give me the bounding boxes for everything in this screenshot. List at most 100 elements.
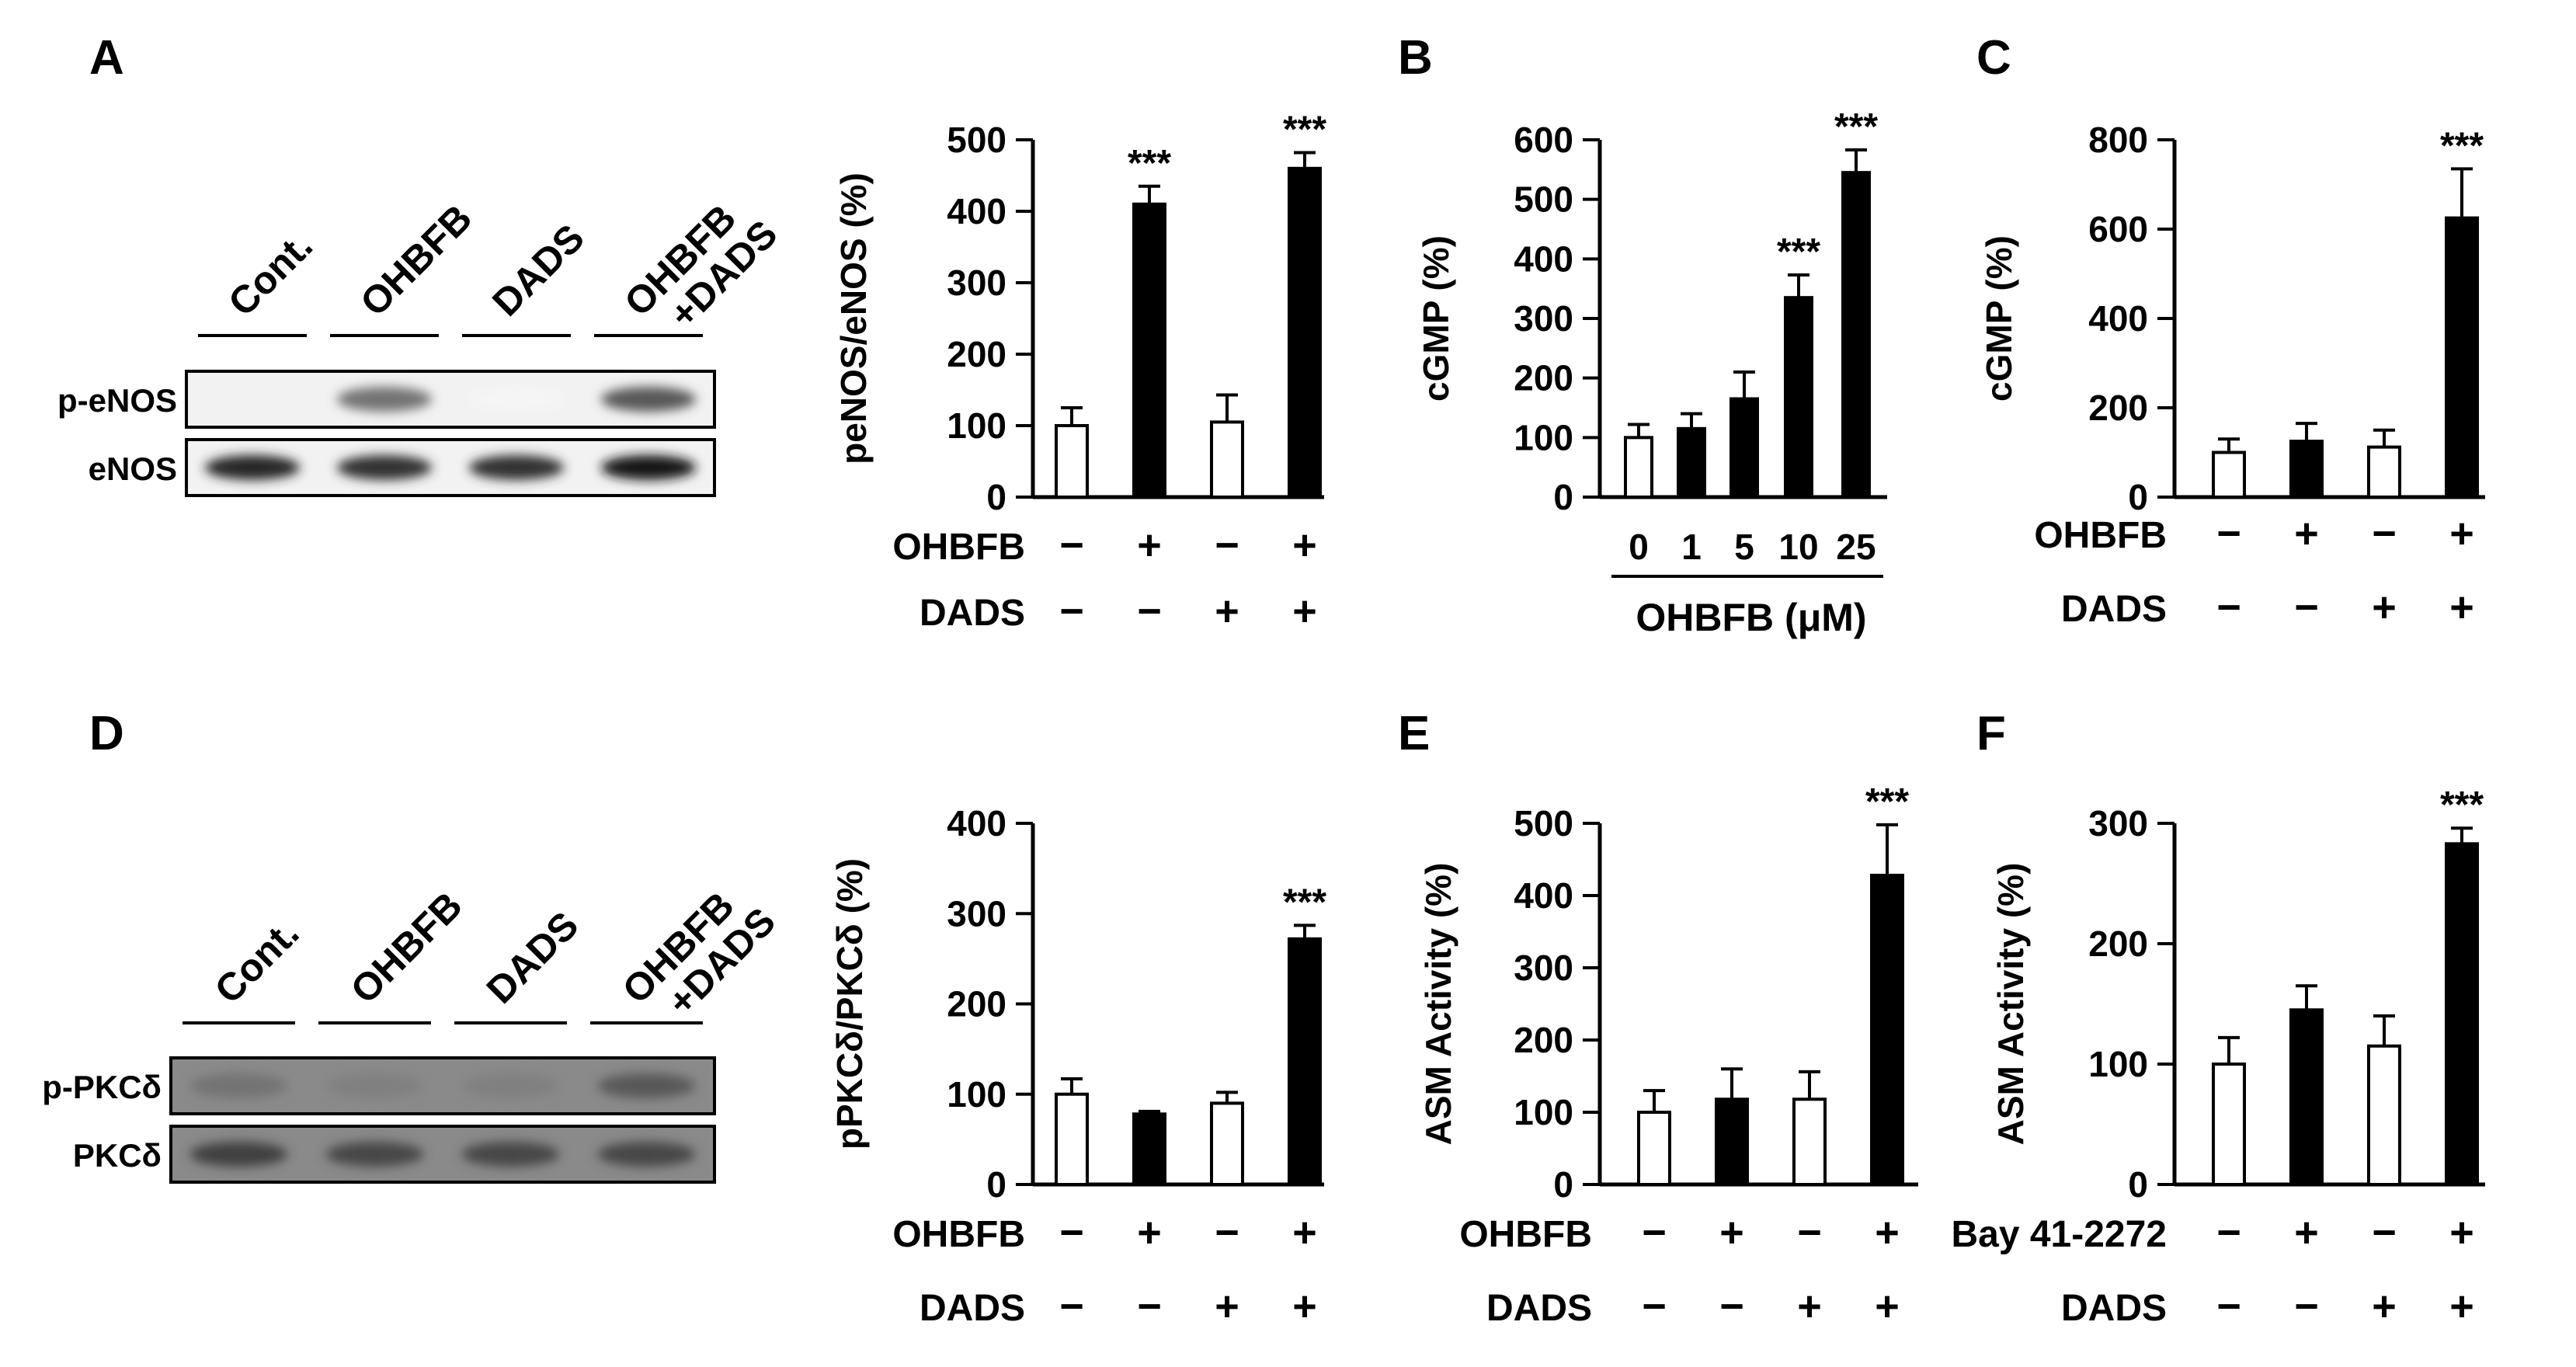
significance-label: *** — [1777, 231, 1820, 273]
bar-chart-a: 0 100 200 300 400 500 peNOS/eNOS (%) *** *** OHBF… — [833, 110, 1326, 635]
treatment-sign: + — [1215, 1283, 1239, 1330]
significance-label: *** — [2440, 784, 2484, 826]
treatment-row-label: DADS — [2061, 589, 2167, 630]
blot-band — [600, 455, 697, 480]
bar — [1055, 1092, 1089, 1186]
bar — [1677, 426, 1706, 499]
bar — [1210, 420, 1244, 499]
bar — [1288, 166, 1322, 499]
treatment-sign: − — [2294, 1283, 2319, 1330]
bar — [2212, 1063, 2246, 1186]
bar — [1132, 202, 1166, 499]
bar — [1715, 1097, 1749, 1187]
significance-label: *** — [1865, 781, 1909, 823]
significance-label: *** — [1834, 106, 1878, 148]
lane-label-line: Cont. — [207, 911, 308, 1012]
treatment-sign: − — [1215, 1209, 1239, 1256]
panel-letter-a: A — [89, 31, 124, 85]
treatment-sign: − — [1059, 522, 1084, 569]
bar-chart-f: 0 100 200 300 ASM Activity (%) *** Bay 41-2272… — [1951, 784, 2485, 1330]
lane-label: DADS — [478, 903, 587, 1012]
treatment-sign: + — [1875, 1283, 1900, 1330]
bar — [1055, 424, 1089, 499]
y-tick-label: 300 — [947, 263, 1006, 303]
bar — [1288, 937, 1322, 1187]
treatment-sign: + — [1875, 1209, 1900, 1256]
y-tick-label: 0 — [1553, 477, 1573, 517]
blot-band — [204, 455, 301, 480]
treatment-sign: + — [2372, 1283, 2397, 1330]
significance-label: *** — [1283, 110, 1326, 151]
treatment-sign: − — [2216, 1209, 2241, 1256]
y-tick-label: 500 — [947, 120, 1006, 160]
treatment-sign: − — [1137, 1283, 1162, 1330]
treatment-sign: − — [2216, 1283, 2241, 1330]
lane-label-line: DADS — [484, 216, 593, 325]
treatment-row-label: DADS — [920, 593, 1025, 634]
y-tick-label: 300 — [2088, 803, 2148, 844]
panel-letter-c: C — [1976, 31, 2011, 85]
y-tick-label: 400 — [1514, 875, 1573, 916]
y-tick-label: 100 — [2088, 1044, 2148, 1084]
y-tick-label: 0 — [1553, 1164, 1573, 1205]
y-tick-label: 500 — [1514, 179, 1573, 220]
lane-label: OHBFB+DADS — [616, 183, 785, 353]
treatment-sign: + — [1292, 522, 1317, 569]
lane-label-line: OHBFB — [342, 883, 471, 1011]
bar — [2212, 450, 2246, 499]
lane-label: Cont. — [220, 224, 321, 325]
bar — [1210, 1101, 1244, 1186]
y-tick-label: 0 — [2128, 1164, 2148, 1205]
treatment-sign: + — [1292, 1209, 1317, 1256]
y-tick-label: 300 — [1514, 948, 1573, 988]
y-tick-label: 100 — [1514, 417, 1573, 457]
band-label: PKCδ — [73, 1137, 162, 1174]
blot-band — [600, 387, 697, 412]
y-tick-label: 0 — [986, 1164, 1006, 1205]
blot-band — [468, 455, 565, 480]
y-tick-label: 200 — [947, 984, 1006, 1024]
treatment-sign: − — [1059, 1283, 1084, 1330]
y-tick-label: 300 — [947, 893, 1006, 934]
treatment-row-label: OHBFB — [892, 1214, 1025, 1255]
treatment-sign: + — [1137, 522, 1162, 569]
treatment-row-label: DADS — [2061, 1288, 2167, 1329]
lane-label: OHBFB — [342, 883, 471, 1011]
y-tick-label: 0 — [986, 477, 1006, 517]
treatment-sign: − — [1137, 588, 1162, 635]
treatment-sign: − — [1059, 588, 1084, 635]
blot-band — [597, 1073, 696, 1098]
treatment-row-label: OHBFB — [1459, 1214, 1592, 1255]
y-tick-label: 600 — [2088, 209, 2148, 249]
treatment-sign: − — [2372, 510, 2397, 557]
significance-label: *** — [2440, 125, 2484, 166]
blot-band — [204, 387, 301, 412]
treatment-sign: − — [2372, 1209, 2397, 1256]
blot-band — [189, 1142, 288, 1167]
treatment-sign: − — [2216, 510, 2241, 557]
y-axis-label: ASM Activity (%) — [1990, 863, 2031, 1146]
bar-chart-e: 0 100 200 300 400 500 ASM Activity (%) *** OHBFB… — [1418, 781, 1918, 1330]
treatment-sign: − — [1215, 522, 1239, 569]
y-tick-label: 400 — [947, 191, 1006, 231]
treatment-sign: + — [1719, 1209, 1744, 1256]
lane-label: OHBFB+DADS — [614, 871, 784, 1040]
bar — [1132, 1112, 1166, 1186]
treatment-sign: + — [1215, 588, 1239, 635]
treatment-sign: + — [1292, 1283, 1317, 1330]
bar — [2289, 1008, 2324, 1186]
treatment-row-label: Bay 41-2272 — [1951, 1214, 2167, 1255]
treatment-sign: + — [2294, 1209, 2319, 1256]
western-blot-d: Cont. OHBFB DADS OHBFB+DADS p-PKCδ PKCδ — [42, 871, 784, 1184]
bar — [2445, 216, 2479, 499]
lane-label-line: DADS — [478, 903, 587, 1012]
treatment-sign: + — [1137, 1209, 1162, 1256]
bar — [1637, 1111, 1671, 1186]
treatment-sign: − — [1059, 1209, 1084, 1256]
lane-label: DADS — [484, 216, 593, 325]
treatment-sign: + — [2449, 510, 2474, 557]
treatment-sign: + — [2449, 1283, 2474, 1330]
treatment-sign: + — [2449, 584, 2474, 631]
